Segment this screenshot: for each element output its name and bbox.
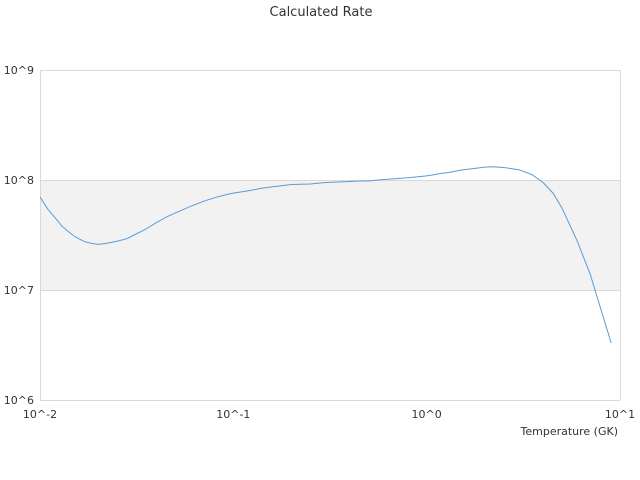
x-tick-label: 10^1 <box>605 408 635 421</box>
y-tick-label: 10^7 <box>4 284 34 297</box>
y-tick-label: 10^8 <box>4 174 34 187</box>
x-axis-label: Temperature (GK) <box>520 425 619 438</box>
x-axis-ticks: 10^-2 10^-1 10^0 10^1 <box>23 408 635 421</box>
y-axis-ticks: 10^6 10^7 10^8 10^9 <box>4 64 34 407</box>
x-tick-label: 10^-1 <box>216 408 250 421</box>
x-tick-label: 10^-2 <box>23 408 57 421</box>
chart-title: Calculated Rate <box>270 5 373 20</box>
gridlines <box>40 70 621 401</box>
y-tick-label: 10^9 <box>4 64 34 77</box>
y-tick-label: 10^6 <box>4 394 34 407</box>
series-line <box>39 166 612 344</box>
x-tick-label: 10^0 <box>412 408 442 421</box>
shaded-band <box>40 180 620 290</box>
